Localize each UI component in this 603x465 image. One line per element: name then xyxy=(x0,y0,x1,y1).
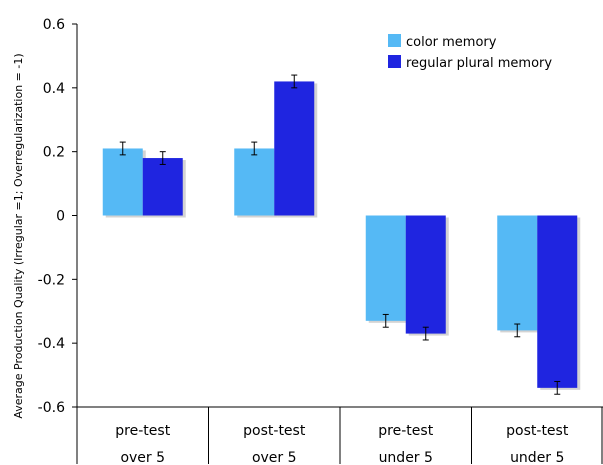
legend-swatch-regular-plural-memory xyxy=(388,55,401,68)
y-tick-label: 0.6 xyxy=(43,17,65,33)
bar-color-memory xyxy=(234,148,275,216)
x-tick-label: under 5 xyxy=(379,450,433,465)
bar-regular-plural-memory xyxy=(274,81,315,216)
x-tick-label: post-test xyxy=(243,423,306,439)
legend-swatch-color-memory xyxy=(388,34,401,47)
bar-color-memory xyxy=(102,148,143,216)
y-tick-label: -0.2 xyxy=(38,272,65,288)
bar-regular-plural-memory xyxy=(142,158,183,216)
legend-label-color-memory: color memory xyxy=(406,35,497,50)
x-tick-label: pre-test xyxy=(378,423,433,439)
bars xyxy=(102,81,581,390)
y-tick-label: -0.6 xyxy=(38,400,65,416)
legend: color memory regular plural memory xyxy=(388,34,552,71)
y-tick-label: 0.2 xyxy=(43,145,65,161)
legend-label-regular-plural-memory: regular plural memory xyxy=(406,56,552,71)
y-tick-label: -0.4 xyxy=(38,336,65,352)
bar-color-memory xyxy=(365,215,406,321)
error-bars xyxy=(119,74,561,395)
bar-color-memory xyxy=(497,215,538,331)
x-tick-label: over 5 xyxy=(120,450,165,465)
category-axis: pre-test over 5 post-test over 5 pre-test und… xyxy=(77,406,603,465)
x-tick-label: over 5 xyxy=(252,450,297,465)
y-tick-label: 0.4 xyxy=(43,81,65,97)
y-axis: 0.6 0.4 0.2 0 -0.2 -0.4 -0.6 xyxy=(38,17,78,464)
x-tick-label: under 5 xyxy=(510,450,564,465)
x-tick-label: post-test xyxy=(506,423,569,439)
y-tick-label: 0 xyxy=(56,209,65,225)
bar-regular-plural-memory xyxy=(405,215,446,334)
y-axis-label: Average Production Quality (Irregular =1… xyxy=(12,53,25,418)
x-tick-label: pre-test xyxy=(115,423,170,439)
bar-regular-plural-memory xyxy=(537,215,578,388)
